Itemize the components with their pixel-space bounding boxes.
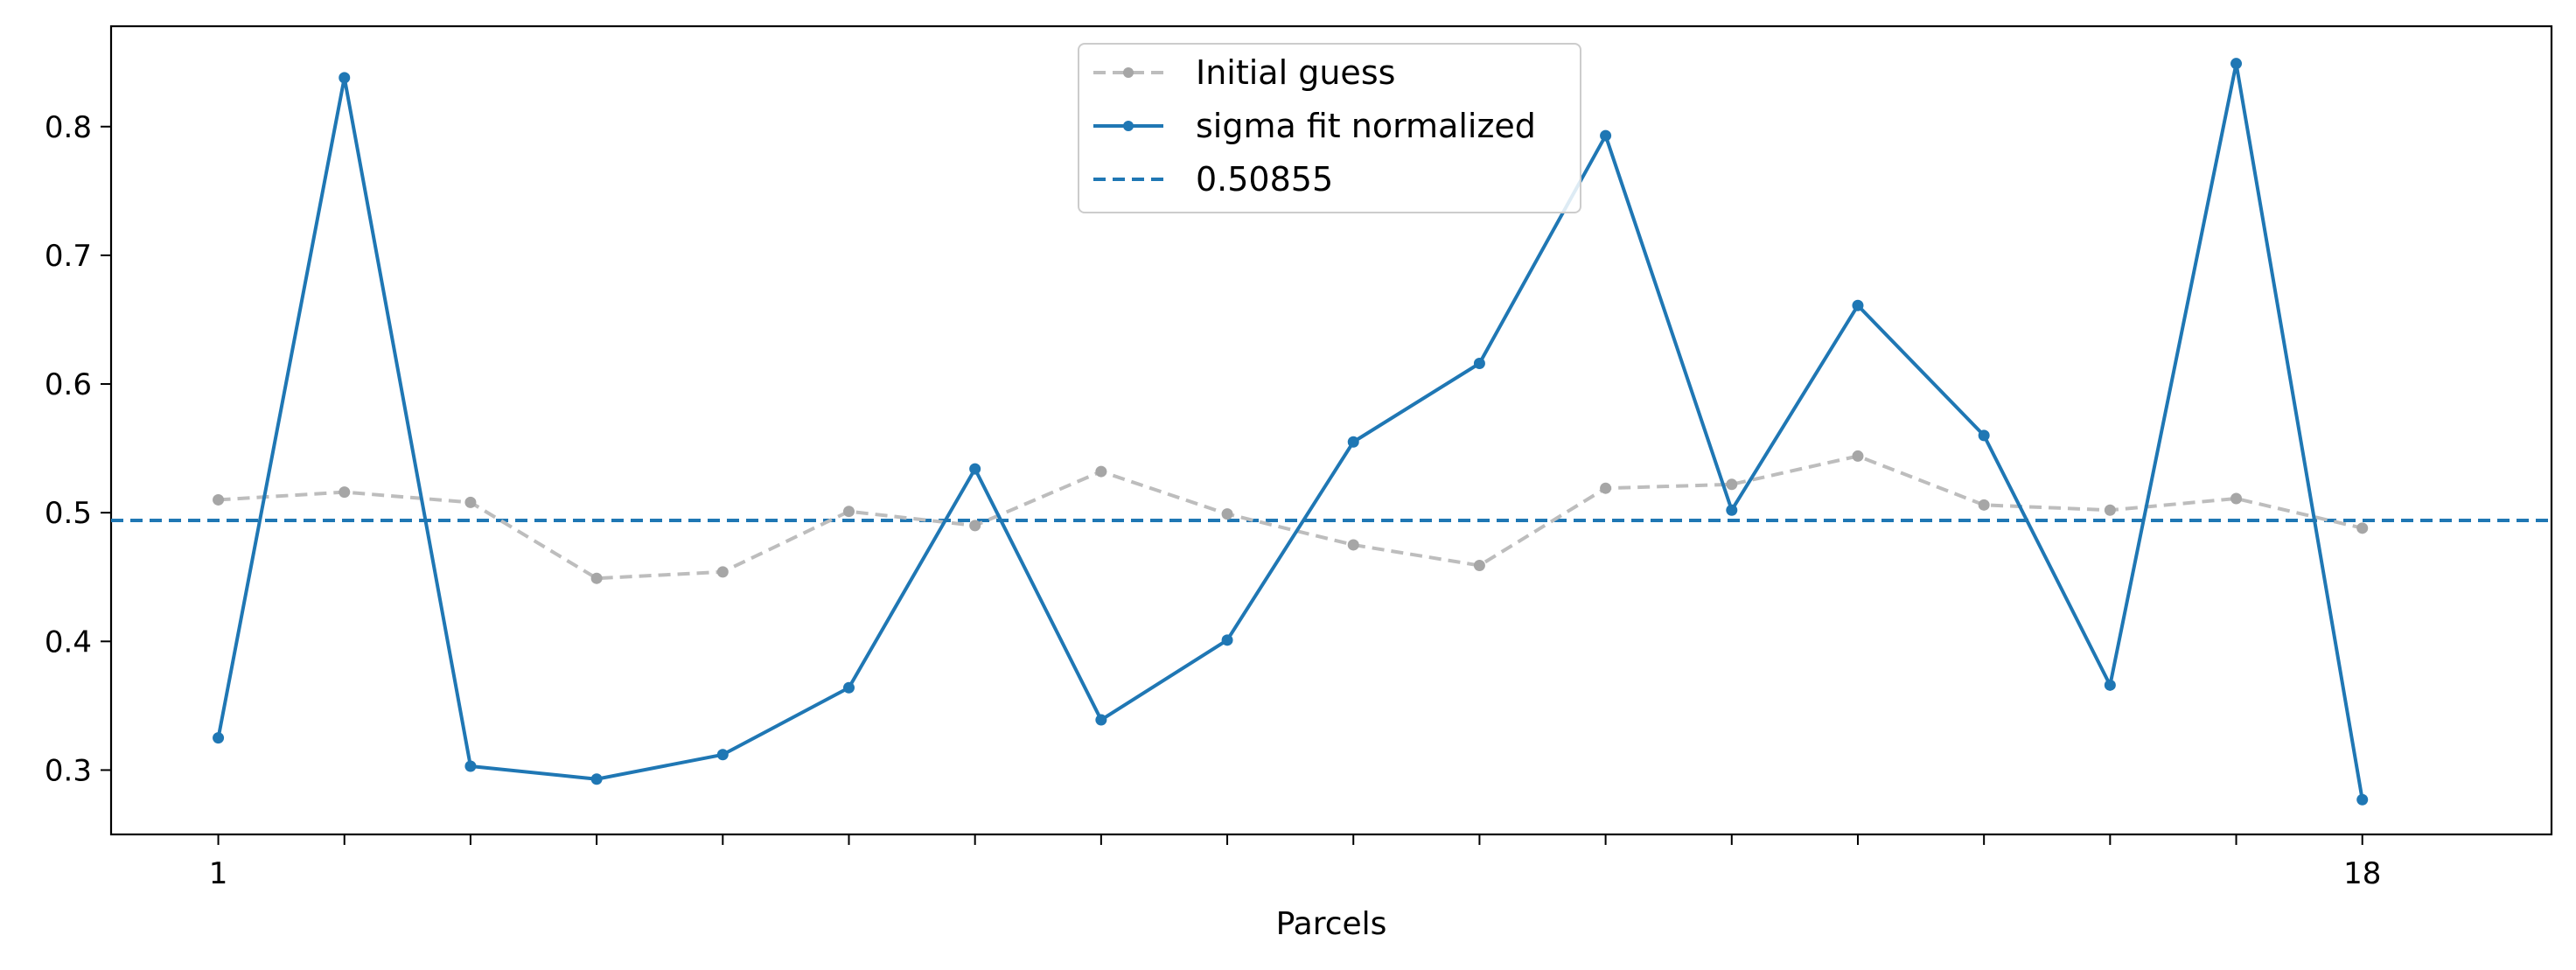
- data-point: [716, 749, 729, 761]
- data-point: [1221, 508, 1233, 520]
- series-line: [218, 454, 2363, 581]
- data-point: [1852, 299, 1864, 311]
- data-point: [213, 493, 225, 506]
- data-point: [1347, 539, 1359, 551]
- plot-frame: [109, 24, 2553, 836]
- data-point: [590, 572, 603, 584]
- series-sigma-fit: [213, 58, 2369, 806]
- series-line: [216, 61, 2364, 800]
- legend-label-sigma-fit: sigma fit normalized: [1196, 107, 1536, 145]
- data-point: [1978, 499, 1990, 511]
- y-tick-label: 0.7: [45, 239, 92, 274]
- data-point: [339, 486, 351, 499]
- data-point: [1726, 504, 1738, 516]
- data-point: [1347, 436, 1359, 448]
- data-point: [1221, 634, 1233, 646]
- legend-item-reference: 0.50855: [1093, 160, 1333, 199]
- data-point: [464, 496, 477, 508]
- series-layer: [213, 58, 2369, 806]
- x-axis-label: Parcels: [1276, 906, 1387, 942]
- data-point: [339, 72, 351, 84]
- x-tick-label: 18: [2343, 856, 2381, 891]
- x-tick-label: 1: [209, 856, 228, 891]
- data-point: [842, 506, 855, 518]
- data-point: [1095, 714, 1107, 726]
- data-point: [2104, 504, 2116, 516]
- data-point: [1473, 559, 1485, 571]
- data-point: [2230, 58, 2243, 70]
- legend-item-sigma-fit: sigma fit normalized: [1093, 107, 1536, 145]
- data-point: [1600, 482, 1612, 494]
- data-point: [213, 732, 225, 744]
- data-point: [2230, 492, 2243, 505]
- data-point: [1473, 357, 1485, 369]
- data-point: [464, 760, 477, 772]
- legend-label-reference: 0.50855: [1196, 160, 1333, 199]
- data-point: [1978, 429, 1990, 442]
- data-point: [716, 566, 729, 578]
- data-point: [590, 773, 603, 785]
- data-point: [2356, 522, 2369, 534]
- data-point: [969, 520, 981, 532]
- x-axis: 1 18: [209, 834, 2381, 891]
- data-point: [969, 463, 981, 475]
- y-tick-label: 0.5: [45, 496, 92, 531]
- data-point: [1726, 478, 1738, 491]
- y-axis: 0.3 0.4 0.5 0.6 0.7 0.8: [45, 110, 111, 788]
- data-point: [2104, 679, 2116, 691]
- legend: Initial guess sigma fit normalized 0.508…: [1078, 43, 1581, 213]
- series-initial-guess: [213, 450, 2369, 584]
- legend-box: [1078, 43, 1581, 213]
- data-point: [2356, 793, 2369, 806]
- data-point: [1600, 129, 1612, 142]
- y-tick-label: 0.4: [45, 625, 92, 659]
- legend-label-initial-guess: Initial guess: [1196, 53, 1395, 92]
- data-point: [1852, 450, 1864, 462]
- legend-item-initial-guess: Initial guess: [1093, 53, 1395, 92]
- y-tick-label: 0.6: [45, 367, 92, 402]
- y-tick-label: 0.8: [45, 110, 92, 145]
- y-tick-label: 0.3: [45, 753, 92, 788]
- data-point: [1095, 465, 1107, 478]
- data-point: [842, 681, 855, 694]
